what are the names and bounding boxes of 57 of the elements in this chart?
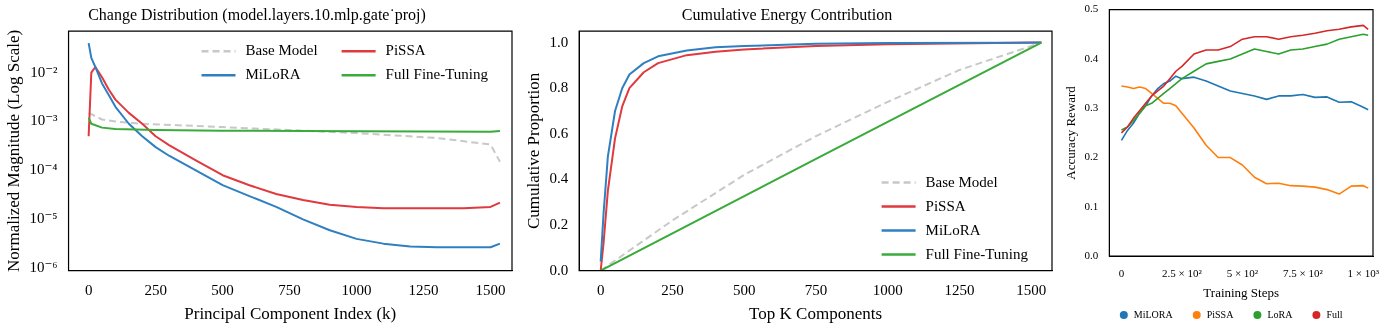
y-tick-label: 0.3 bbox=[1084, 101, 1099, 114]
x-tick-label: 250 bbox=[661, 281, 684, 298]
x-tick-label: 1500 bbox=[1016, 281, 1047, 298]
x-tick-label: 0 bbox=[1118, 266, 1125, 279]
legend-label: PiSSA bbox=[1206, 308, 1235, 320]
legend-label: LoRA bbox=[1267, 308, 1294, 320]
x-axis-title: Principal Component Index (k) bbox=[184, 304, 397, 324]
legend-label: Full Fine-Tuning bbox=[385, 66, 489, 83]
x-tick-label: 1000 bbox=[341, 281, 372, 298]
x-axis-title: Training Steps bbox=[1203, 284, 1280, 300]
x-tick-label: 500 bbox=[732, 281, 756, 298]
x-tick-label: 5 × 10² bbox=[1226, 266, 1259, 279]
x-tick-label: 2.5 × 10² bbox=[1162, 266, 1203, 279]
y-tick-label: 0.2 bbox=[1084, 150, 1099, 163]
x-tick-label: 1500 bbox=[475, 281, 506, 298]
legend-label: Full Fine-Tuning bbox=[925, 245, 1029, 262]
x-tick-label: 750 bbox=[804, 281, 828, 298]
x-tick-label: 1 × 10³ bbox=[1347, 266, 1380, 279]
legend-label: PiSSA bbox=[385, 42, 426, 59]
legend-label: PiSSA bbox=[925, 197, 966, 214]
x-tick-label: 250 bbox=[144, 281, 167, 298]
y-tick-label: 0.0 bbox=[549, 261, 569, 278]
x-tick-label: 0 bbox=[596, 281, 605, 298]
x-tick-label: 7.5 × 10² bbox=[1282, 266, 1324, 279]
y-tick-label: 0.2 bbox=[549, 215, 569, 232]
chart-title: Cumulative Energy Contribution bbox=[681, 5, 893, 24]
y-axis-title: Cumulative Proportion bbox=[523, 72, 543, 230]
y-tick-label: 0.8 bbox=[549, 79, 569, 96]
x-tick-label: 750 bbox=[278, 281, 301, 298]
y-tick-label: 0.5 bbox=[1084, 2, 1099, 15]
y-tick-label: 10⁻⁶ bbox=[29, 259, 58, 276]
legend-label: Base Model bbox=[925, 173, 998, 190]
y-tick-label: 0.6 bbox=[549, 124, 569, 141]
y-axis-title: Normalized Magnitude (Log Scale) bbox=[3, 29, 23, 272]
legend-label: MiLoRA bbox=[245, 66, 301, 83]
y-tick-label: 1.0 bbox=[549, 33, 569, 50]
x-tick-label: 1000 bbox=[872, 281, 903, 298]
x-tick-label: 500 bbox=[211, 281, 234, 298]
y-tick-label: 10⁻⁴ bbox=[29, 161, 58, 178]
legend-label: Base Model bbox=[245, 42, 318, 59]
line-series bbox=[87, 111, 501, 163]
x-tick-label: 1250 bbox=[408, 281, 439, 298]
y-axis-title: Accuracy Reward bbox=[1063, 85, 1079, 180]
x-axis-title: Top K Components bbox=[749, 304, 883, 324]
y-tick-label: 0.0 bbox=[1084, 249, 1099, 262]
legend-label: MiLoRA bbox=[925, 221, 981, 238]
x-tick-label: 0 bbox=[84, 281, 93, 298]
y-tick-label: 0.4 bbox=[1084, 51, 1099, 64]
chart-title: Change Distribution (model.layers.10.mlp.gate˙proj) bbox=[88, 5, 426, 24]
y-tick-label: 10⁻³ bbox=[30, 112, 59, 129]
x-tick-label: 1250 bbox=[944, 281, 975, 298]
y-tick-label: 10⁻² bbox=[30, 63, 59, 80]
y-tick-label: 0.1 bbox=[1084, 199, 1099, 212]
y-tick-label: 10⁻⁵ bbox=[29, 210, 58, 227]
y-tick-label: 0.4 bbox=[549, 170, 569, 187]
legend-label: Full bbox=[1326, 308, 1343, 320]
legend-label: MiLORA bbox=[1133, 308, 1174, 320]
